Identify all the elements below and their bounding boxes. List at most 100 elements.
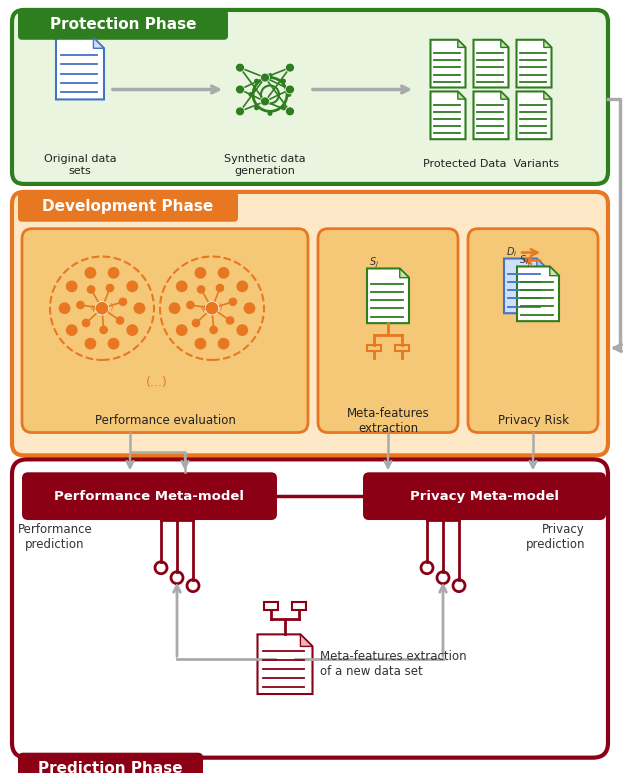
Circle shape bbox=[268, 111, 273, 116]
Polygon shape bbox=[516, 92, 552, 139]
Circle shape bbox=[218, 267, 228, 278]
Circle shape bbox=[268, 73, 273, 78]
Circle shape bbox=[281, 78, 286, 84]
Circle shape bbox=[285, 63, 294, 72]
Circle shape bbox=[127, 281, 138, 291]
FancyBboxPatch shape bbox=[363, 472, 606, 520]
FancyBboxPatch shape bbox=[12, 459, 608, 758]
FancyBboxPatch shape bbox=[468, 228, 598, 433]
FancyBboxPatch shape bbox=[18, 753, 203, 777]
Text: Privacy Risk: Privacy Risk bbox=[497, 414, 568, 427]
Circle shape bbox=[160, 256, 264, 360]
Polygon shape bbox=[550, 267, 559, 276]
Text: Privacy
prediction: Privacy prediction bbox=[525, 523, 585, 551]
Text: $\psi(S_{i_k})$: $\psi(S_{i_k})$ bbox=[90, 301, 115, 315]
Circle shape bbox=[195, 339, 205, 349]
Polygon shape bbox=[544, 92, 552, 99]
Polygon shape bbox=[400, 269, 409, 277]
FancyBboxPatch shape bbox=[318, 228, 458, 433]
Circle shape bbox=[205, 301, 219, 315]
Text: Original data
sets: Original data sets bbox=[44, 154, 116, 176]
Circle shape bbox=[77, 301, 84, 308]
Circle shape bbox=[67, 325, 77, 336]
Text: Prediction Phase: Prediction Phase bbox=[38, 761, 183, 776]
Circle shape bbox=[100, 326, 108, 333]
FancyBboxPatch shape bbox=[18, 192, 238, 221]
Circle shape bbox=[260, 97, 269, 106]
Text: $D_i$: $D_i$ bbox=[506, 246, 517, 260]
FancyBboxPatch shape bbox=[18, 10, 228, 40]
Circle shape bbox=[281, 106, 286, 110]
Circle shape bbox=[218, 339, 228, 349]
Circle shape bbox=[236, 85, 244, 94]
Polygon shape bbox=[300, 634, 312, 646]
Circle shape bbox=[108, 339, 119, 349]
Polygon shape bbox=[431, 40, 465, 88]
Text: (...): (...) bbox=[146, 376, 168, 389]
Circle shape bbox=[244, 303, 255, 313]
Polygon shape bbox=[544, 40, 552, 47]
Circle shape bbox=[106, 284, 114, 291]
Circle shape bbox=[285, 85, 294, 94]
Text: $\psi(S_{i_j})$: $\psi(S_{i_j})$ bbox=[200, 301, 223, 315]
Circle shape bbox=[260, 73, 269, 82]
Circle shape bbox=[187, 301, 194, 308]
Polygon shape bbox=[257, 634, 312, 694]
Circle shape bbox=[197, 286, 205, 293]
Text: Protection Phase: Protection Phase bbox=[50, 17, 196, 33]
Circle shape bbox=[177, 325, 187, 336]
Polygon shape bbox=[537, 259, 546, 268]
Circle shape bbox=[67, 281, 77, 291]
Text: Meta-features
extraction: Meta-features extraction bbox=[347, 406, 429, 434]
Polygon shape bbox=[501, 92, 509, 99]
Polygon shape bbox=[56, 38, 104, 99]
Circle shape bbox=[127, 325, 138, 336]
Circle shape bbox=[177, 281, 187, 291]
Polygon shape bbox=[474, 40, 509, 88]
Circle shape bbox=[285, 107, 294, 116]
Text: $S_{i_j}$: $S_{i_j}$ bbox=[519, 253, 531, 270]
Polygon shape bbox=[504, 259, 546, 313]
Circle shape bbox=[193, 319, 200, 326]
Circle shape bbox=[95, 301, 109, 315]
Circle shape bbox=[88, 286, 95, 293]
Circle shape bbox=[237, 325, 248, 336]
Circle shape bbox=[85, 339, 95, 349]
Text: Performance evaluation: Performance evaluation bbox=[95, 414, 236, 427]
FancyBboxPatch shape bbox=[22, 472, 277, 520]
Circle shape bbox=[254, 78, 259, 84]
Text: Synthetic data
generation: Synthetic data generation bbox=[224, 154, 306, 176]
Text: Meta-features extraction
of a new data set: Meta-features extraction of a new data s… bbox=[321, 650, 467, 678]
FancyBboxPatch shape bbox=[12, 10, 608, 184]
Polygon shape bbox=[367, 269, 409, 323]
Circle shape bbox=[227, 317, 234, 324]
Circle shape bbox=[216, 284, 223, 291]
Circle shape bbox=[50, 256, 154, 360]
Text: Performance
prediction: Performance prediction bbox=[18, 523, 92, 551]
Text: Performance Meta-model: Performance Meta-model bbox=[54, 490, 244, 503]
Circle shape bbox=[108, 267, 119, 278]
FancyBboxPatch shape bbox=[12, 192, 608, 455]
Circle shape bbox=[237, 281, 248, 291]
Circle shape bbox=[210, 326, 218, 333]
FancyBboxPatch shape bbox=[22, 228, 308, 433]
Circle shape bbox=[170, 303, 180, 313]
Polygon shape bbox=[516, 40, 552, 88]
Circle shape bbox=[236, 63, 244, 72]
Circle shape bbox=[254, 106, 259, 110]
Polygon shape bbox=[474, 92, 509, 139]
Polygon shape bbox=[93, 38, 104, 48]
Text: Protected Data  Variants: Protected Data Variants bbox=[423, 159, 559, 169]
Polygon shape bbox=[458, 40, 465, 47]
Circle shape bbox=[229, 298, 237, 305]
Circle shape bbox=[248, 92, 253, 97]
Circle shape bbox=[195, 267, 205, 278]
Circle shape bbox=[85, 267, 95, 278]
Circle shape bbox=[119, 298, 127, 305]
Text: Privacy Meta-model: Privacy Meta-model bbox=[410, 490, 559, 503]
Polygon shape bbox=[458, 92, 465, 99]
Text: $S_j$: $S_j$ bbox=[369, 256, 379, 270]
Circle shape bbox=[116, 317, 124, 324]
Polygon shape bbox=[517, 267, 559, 321]
Text: Development Phase: Development Phase bbox=[42, 200, 214, 214]
